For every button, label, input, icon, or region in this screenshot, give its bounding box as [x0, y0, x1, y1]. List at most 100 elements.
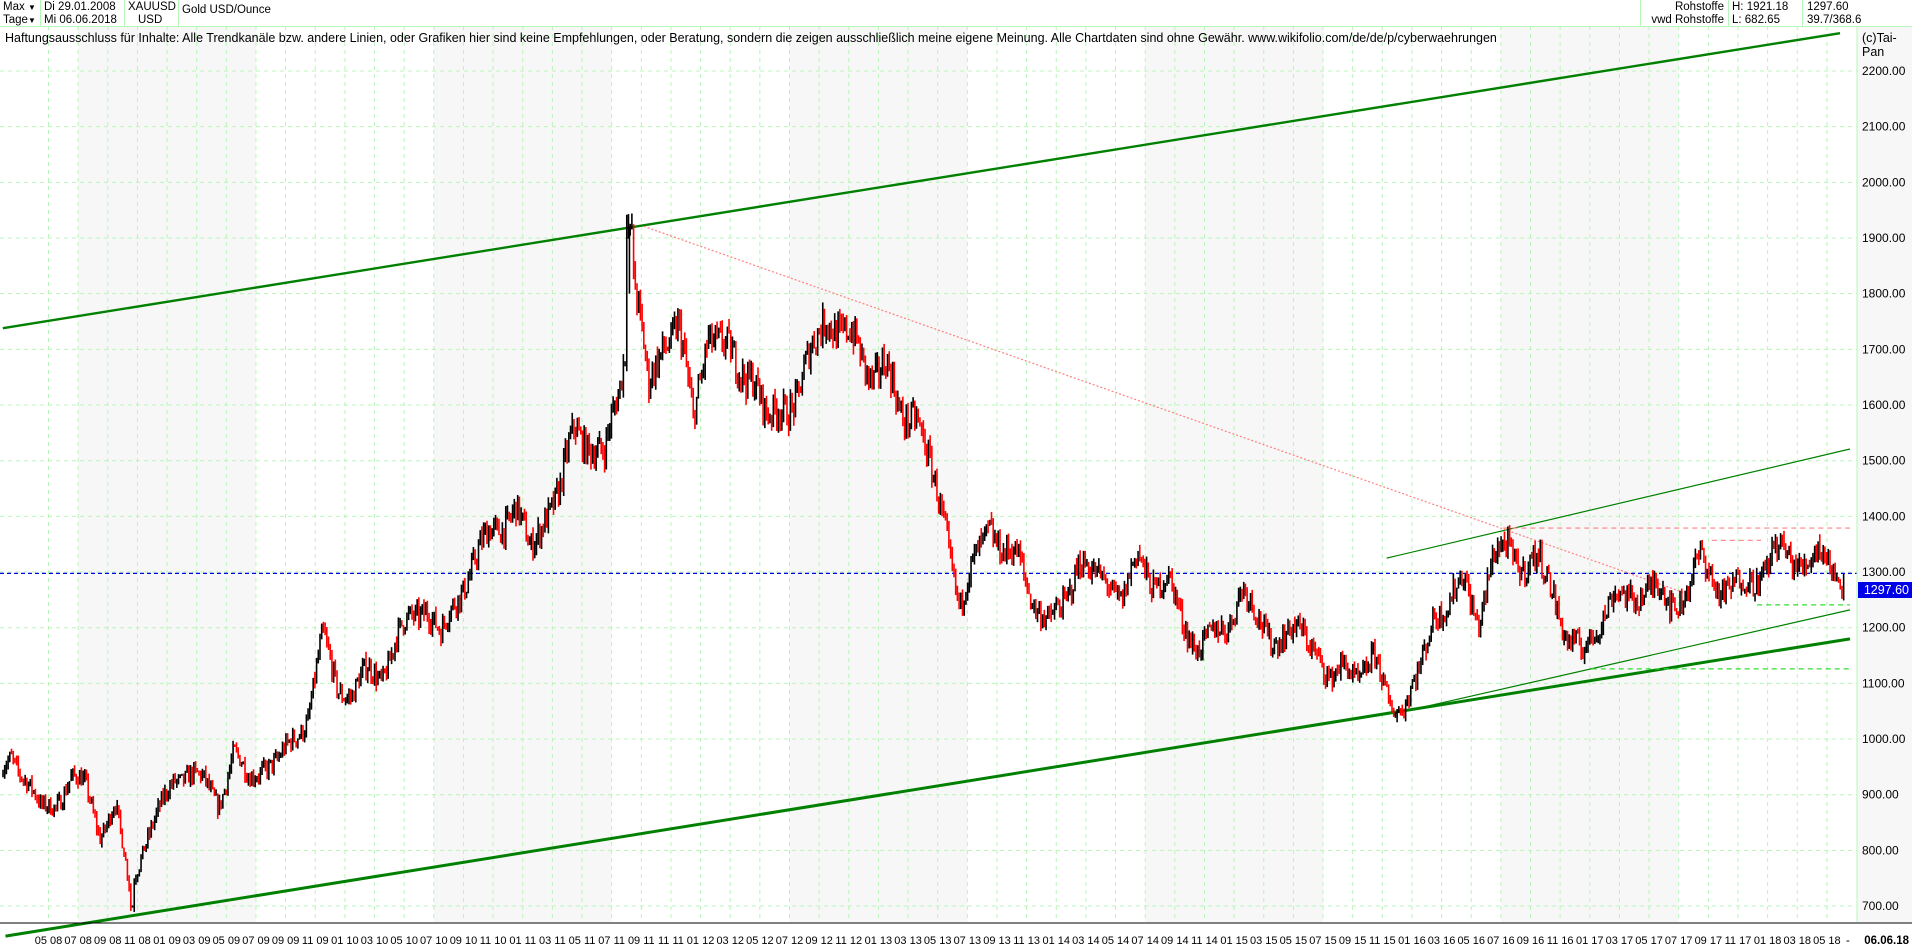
- x-tick-label: 07 15: [1309, 935, 1337, 947]
- x-tick-label: 05 17: [1635, 935, 1663, 947]
- x-tick-label: 01 13: [865, 935, 893, 947]
- x-tick-label: 11 09: [302, 935, 329, 947]
- x-tick-label: 03 16: [1428, 935, 1456, 947]
- x-tick-label: 09 12: [805, 935, 833, 947]
- x-tick-label: 09 09: [272, 935, 300, 947]
- last-price-tag: 1297.60: [1858, 582, 1912, 598]
- x-tick-label: 11 08: [124, 935, 151, 947]
- x-tick-dash: -: [1846, 935, 1850, 947]
- y-tick-label: 1600.00: [1862, 398, 1906, 412]
- y-tick-label: 1700.00: [1862, 342, 1906, 356]
- x-tick-label: 05 16: [1457, 935, 1485, 947]
- interval-select-label: Tage: [3, 14, 28, 26]
- x-tick-label: 05 14: [1102, 935, 1130, 947]
- last-price: 1297.60: [1807, 1, 1849, 13]
- high-value: H: 1921.18: [1732, 1, 1789, 13]
- x-tick-label: 01 18: [1754, 935, 1782, 947]
- x-tick-label: 11 14: [1191, 935, 1218, 947]
- x-tick-label: 01 09: [153, 935, 181, 947]
- x-tick-label: 03 17: [1606, 935, 1634, 947]
- x-tick-label: 11 13: [1013, 935, 1040, 947]
- x-tick-label: 03 14: [1072, 935, 1100, 947]
- x-tick-label: 07 12: [776, 935, 804, 947]
- dropdown-arrow-icon: ▼: [27, 16, 36, 25]
- low-value: L: 682.65: [1732, 14, 1780, 26]
- date-from[interactable]: Di 29.01.2008: [44, 1, 116, 13]
- x-tick-label: 03 13: [894, 935, 922, 947]
- y-tick-label: 2000.00: [1862, 175, 1906, 189]
- range-info: 39.7/368.6: [1807, 14, 1862, 26]
- x-tick-label: 09 14: [1161, 935, 1189, 947]
- y-tick-label: 2200.00: [1862, 64, 1906, 78]
- currency: USD: [138, 14, 163, 26]
- y-tick-label: 800.00: [1862, 843, 1899, 857]
- y-tick-label: 1000.00: [1862, 732, 1906, 746]
- y-tick-label: 2100.00: [1862, 120, 1906, 134]
- x-tick-label: 01 10: [331, 935, 359, 947]
- x-tick-label: 05 13: [924, 935, 952, 947]
- y-tick-label: 1100.00: [1862, 676, 1905, 690]
- x-tick-label: 01 12: [687, 935, 715, 947]
- x-tick-label: 09 08: [94, 935, 122, 947]
- symbol: XAUUSD: [128, 1, 176, 13]
- x-tick-label: 05 12: [746, 935, 774, 947]
- trend-line: [5, 637, 1851, 938]
- y-tick-label: 1500.00: [1862, 454, 1906, 468]
- trend-line: [1386, 448, 1851, 559]
- x-tick-label: 05 11: [569, 935, 596, 947]
- copyright: (c)Tai-Pan: [1862, 31, 1897, 59]
- x-tick-label: 07 16: [1487, 935, 1515, 947]
- x-tick-label: 11 11: [658, 935, 684, 947]
- x-tick-label: 07 17: [1665, 935, 1693, 947]
- source: vwd Rohstoffe: [1651, 14, 1724, 26]
- y-tick-label: 1200.00: [1862, 621, 1906, 635]
- x-tick-label: 05 09: [213, 935, 241, 947]
- x-tick-label: 09 11: [628, 935, 655, 947]
- x-tick-label: 09 17: [1695, 935, 1723, 947]
- x-tick-label: 05 10: [390, 935, 418, 947]
- x-tick-label: 05 18: [1813, 935, 1841, 947]
- x-tick-label: 03 18: [1783, 935, 1811, 947]
- x-tick-label: 01 16: [1398, 935, 1426, 947]
- trend-line: [1404, 609, 1851, 712]
- y-tick-label: 1800.00: [1862, 287, 1906, 301]
- x-tick-label: 11 17: [1725, 935, 1752, 947]
- x-tick-label: 03 12: [716, 935, 744, 947]
- trend-line: [2, 31, 1841, 330]
- x-tick-label: 03 09: [183, 935, 211, 947]
- x-tick-label: 07 11: [598, 935, 625, 947]
- disclaimer-text: Haftungsausschluss für Inhalte: Alle Tre…: [5, 31, 1497, 45]
- x-tick-label: 09 15: [1339, 935, 1367, 947]
- date-to[interactable]: Mi 06.06.2018: [44, 14, 117, 26]
- x-tick-label: 01 14: [1042, 935, 1070, 947]
- x-tick-label: 11 10: [480, 935, 507, 947]
- y-tick-label: 900.00: [1862, 788, 1899, 802]
- category: Rohstoffe: [1674, 1, 1724, 13]
- x-end-label: 06.06.18: [1864, 935, 1909, 947]
- x-tick-label: 03 11: [539, 935, 566, 947]
- x-tick-label: 09 10: [450, 935, 478, 947]
- period-select[interactable]: Max ▼: [3, 1, 36, 14]
- x-tick-label: 03 10: [361, 935, 389, 947]
- x-tick-label: 09 13: [983, 935, 1011, 947]
- x-tick-label: 05 08: [35, 935, 63, 947]
- resistance-line: [643, 225, 1691, 596]
- x-tick-label: 07 08: [64, 935, 92, 947]
- x-tick-label: 09 16: [1517, 935, 1545, 947]
- shaded-band: [1856, 26, 1912, 922]
- period-select-label: Max: [3, 1, 25, 13]
- y-tick-label: 1300.00: [1862, 565, 1906, 579]
- x-tick-label: 05 15: [1280, 935, 1308, 947]
- x-tick-label: 07 13: [954, 935, 982, 947]
- y-tick-label: 700.00: [1862, 899, 1899, 913]
- x-tick-label: 11 12: [835, 935, 862, 947]
- y-tick-label: 1400.00: [1862, 509, 1906, 523]
- x-tick-label: 01 15: [1220, 935, 1248, 947]
- x-tick-label: 07 14: [1131, 935, 1159, 947]
- x-tick-label: 11 16: [1547, 935, 1574, 947]
- y-tick-label: 1900.00: [1862, 231, 1906, 245]
- interval-select[interactable]: Tage▼: [3, 14, 36, 27]
- instrument-name: Gold USD/Ounce: [182, 4, 271, 16]
- x-tick-label: 07 10: [420, 935, 448, 947]
